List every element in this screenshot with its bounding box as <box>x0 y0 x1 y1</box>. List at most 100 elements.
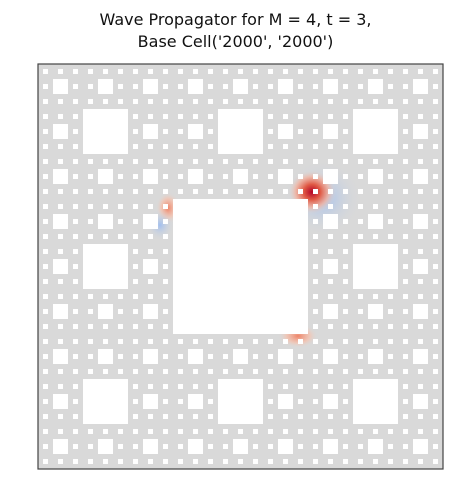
carpet-hole <box>268 444 273 449</box>
carpet-hole <box>238 309 243 314</box>
carpet-hole <box>193 339 198 344</box>
carpet-hole <box>298 189 303 194</box>
carpet-hole <box>343 159 348 164</box>
carpet-hole <box>358 309 363 314</box>
carpet-hole <box>388 264 393 269</box>
carpet-hole <box>133 174 138 179</box>
carpet-hole <box>73 264 78 269</box>
carpet-hole <box>328 414 333 419</box>
carpet-hole <box>298 219 303 224</box>
carpet-hole <box>148 324 153 329</box>
carpet-hole <box>88 384 93 389</box>
carpet-hole <box>283 159 288 164</box>
carpet-hole <box>148 129 153 134</box>
carpet-hole <box>58 414 63 419</box>
carpet-hole <box>373 444 378 449</box>
carpet-hole <box>328 279 333 284</box>
carpet-hole <box>118 444 123 449</box>
carpet-hole <box>58 399 63 404</box>
carpet-hole <box>163 324 168 329</box>
carpet-hole <box>118 174 123 179</box>
carpet-hole <box>298 294 303 299</box>
carpet-hole <box>343 69 348 74</box>
carpet-hole <box>298 369 303 374</box>
carpet-hole <box>298 354 303 359</box>
title-line: Base Cell('2000', '2000') <box>137 32 334 51</box>
carpet-hole <box>328 369 333 374</box>
carpet-hole <box>148 219 153 224</box>
carpet-hole <box>88 339 93 344</box>
carpet-hole <box>163 414 168 419</box>
carpet-hole <box>73 384 78 389</box>
carpet-hole <box>178 174 183 179</box>
carpet-hole <box>88 99 93 104</box>
carpet-hole <box>43 294 48 299</box>
carpet-hole <box>268 339 273 344</box>
carpet-hole <box>133 384 138 389</box>
carpet-hole <box>298 444 303 449</box>
carpet-hole <box>148 189 153 194</box>
carpet-hole <box>43 459 48 464</box>
carpet-hole <box>178 369 183 374</box>
carpet-hole <box>58 354 63 359</box>
carpet-hole <box>148 159 153 164</box>
carpet-hole <box>208 249 213 254</box>
carpet-hole <box>298 234 303 239</box>
carpet-hole <box>403 279 408 284</box>
carpet-hole <box>403 444 408 449</box>
carpet-hole <box>283 114 288 119</box>
carpet-hole <box>283 309 288 314</box>
carpet-hole <box>73 279 78 284</box>
carpet-hole <box>133 294 138 299</box>
carpet-hole <box>313 459 318 464</box>
carpet-hole <box>253 144 258 149</box>
carpet-hole <box>283 174 288 179</box>
carpet-hole <box>73 84 78 89</box>
carpet-hole <box>373 369 378 374</box>
carpet-hole <box>223 189 228 194</box>
carpet-hole <box>373 294 378 299</box>
carpet-hole <box>343 234 348 239</box>
carpet-hole <box>133 84 138 89</box>
carpet-hole <box>388 414 393 419</box>
carpet-hole <box>208 204 213 209</box>
carpet-hole <box>178 114 183 119</box>
carpet-hole <box>103 294 108 299</box>
carpet-hole <box>418 264 423 269</box>
carpet-hole <box>178 129 183 134</box>
carpet-hole <box>358 204 363 209</box>
carpet-hole <box>253 429 258 434</box>
carpet-hole <box>298 159 303 164</box>
carpet-hole <box>358 189 363 194</box>
carpet-hole <box>43 129 48 134</box>
carpet-hole <box>133 219 138 224</box>
carpet-hole <box>403 264 408 269</box>
carpet-hole <box>283 234 288 239</box>
carpet-hole <box>178 384 183 389</box>
carpet-hole <box>103 369 108 374</box>
carpet-hole <box>253 414 258 419</box>
carpet-hole <box>358 69 363 74</box>
carpet-hole <box>133 354 138 359</box>
carpet-hole <box>358 324 363 329</box>
carpet-hole <box>313 99 318 104</box>
carpet-hole <box>103 429 108 434</box>
carpet-hole <box>43 279 48 284</box>
carpet-hole <box>343 339 348 344</box>
carpet-hole <box>268 189 273 194</box>
carpet-hole <box>133 249 138 254</box>
carpet-hole <box>283 84 288 89</box>
carpet-hole <box>343 129 348 134</box>
carpet-hole <box>433 189 438 194</box>
carpet-hole <box>88 429 93 434</box>
carpet-hole <box>208 369 213 374</box>
carpet-hole <box>283 99 288 104</box>
carpet-hole <box>238 144 243 149</box>
carpet-hole <box>208 384 213 389</box>
carpet-hole <box>418 354 423 359</box>
carpet-hole <box>223 99 228 104</box>
carpet-hole <box>73 414 78 419</box>
carpet-hole <box>313 309 318 314</box>
carpet-hole <box>298 414 303 419</box>
carpet-hole <box>253 99 258 104</box>
